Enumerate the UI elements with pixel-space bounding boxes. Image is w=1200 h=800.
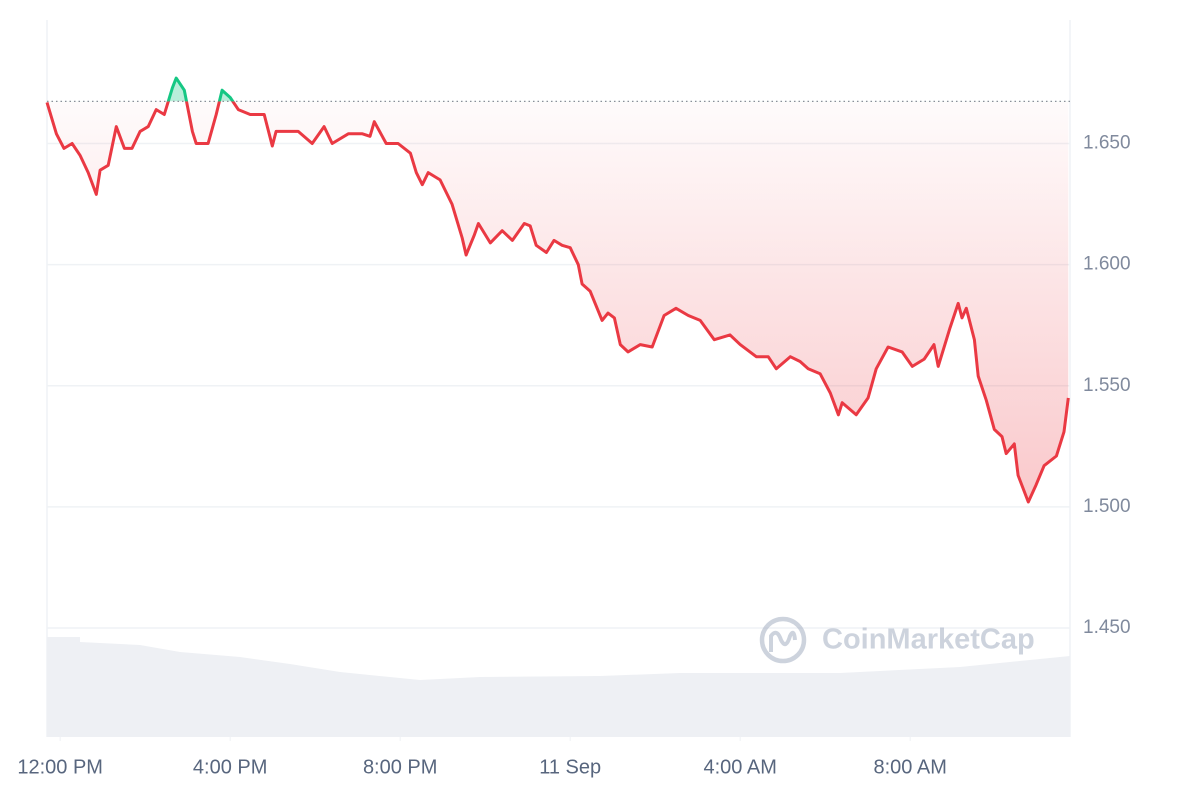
y-tick-label: 1.450 [1083,617,1131,638]
x-tick-label: 12:00 PM [17,756,103,778]
y-tick-label: 1.650 [1083,133,1131,154]
price-line-down [45,101,1070,504]
area-down [47,101,1069,502]
x-tick-label: 8:00 PM [363,756,437,778]
watermark-text: CoinMarketCap [822,624,1035,656]
x-tick-label: 8:00 AM [874,756,947,778]
volume-backdrop [47,637,1070,737]
x-tick-label: 4:00 PM [193,756,267,778]
watermark: CoinMarketCap [759,616,1035,664]
x-tick-label: 4:00 AM [703,756,776,778]
y-tick-label: 1.550 [1083,375,1131,396]
y-tick-label: 1.600 [1083,254,1131,275]
x-tick-label: 11 Sep [539,756,601,778]
y-tick-label: 1.500 [1083,496,1131,517]
